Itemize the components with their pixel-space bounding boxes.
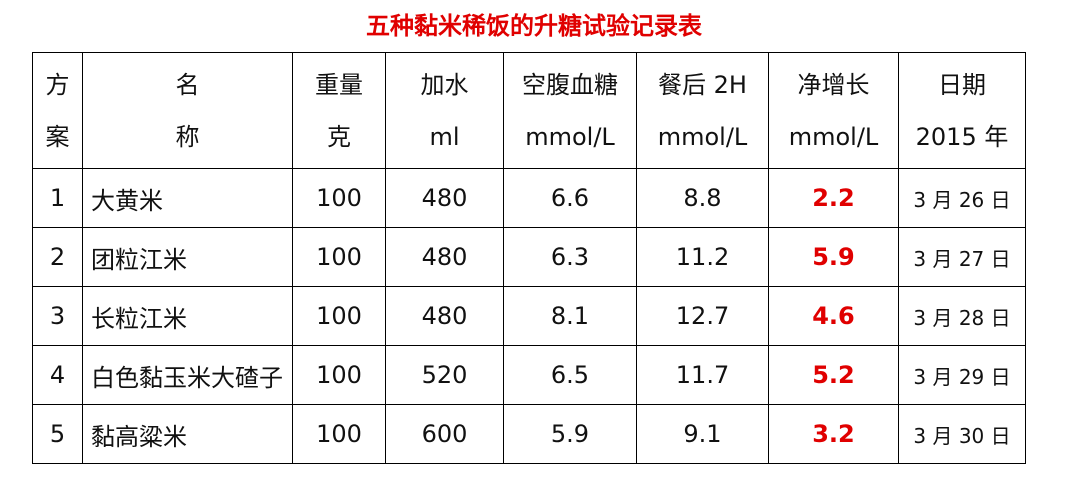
header-line: 净增长 — [797, 70, 870, 99]
cell: 3 — [32, 286, 83, 346]
header-line: mmol/L — [788, 122, 879, 151]
table-body: 1 大黄米 100 480 6.6 8.8 2.2 3 月 26 日 2 团粒江米 100 480 6.… — [32, 168, 1026, 464]
cell: 6.6 — [503, 168, 637, 228]
cell: 5.9 — [503, 404, 637, 464]
record-table: 方案名称重量克加水 ml 空腹血糖 mmol/L 餐后 2H mmol/L 净增长 mmol/… — [32, 52, 1026, 464]
header-line: 加水 — [420, 70, 469, 99]
cell: 白色黏玉米大碴子 — [82, 345, 293, 405]
title: 五种黏米稀饭的升糖试验记录表 — [366, 12, 702, 40]
cell: 100 — [292, 168, 386, 228]
cell: 480 — [385, 227, 504, 287]
cell: 3 月 30 日 — [898, 404, 1026, 464]
header-row: 方案名称重量克加水 ml 空腹血糖 mmol/L 餐后 2H mmol/L 净增长 mmol/… — [32, 52, 1026, 169]
cell: 3 月 29 日 — [898, 345, 1026, 405]
cell: 600 — [385, 404, 504, 464]
cell: 3.2 — [768, 404, 899, 464]
header-line: 日期 — [938, 70, 986, 99]
header-line: 重量 — [315, 70, 363, 99]
cell: 4.6 — [768, 286, 899, 346]
cell: 黏高粱米 — [82, 404, 293, 464]
cell: 3 月 26 日 — [898, 168, 1026, 228]
header-cell: 餐后 2H mmol/L — [636, 52, 769, 169]
cell: 5.2 — [768, 345, 899, 405]
data-row: 3 长粒江米 100 480 8.1 12.7 4.6 3 月 28 日 — [32, 286, 1026, 346]
header-line: mmol/L — [657, 122, 748, 151]
header-cell: 方案 — [32, 52, 83, 169]
header-line: 案 — [45, 122, 70, 151]
cell: 11.7 — [636, 345, 769, 405]
cell: 2.2 — [768, 168, 899, 228]
cell: 团粒江米 — [82, 227, 293, 287]
data-row: 2 团粒江米 100 480 6.3 11.2 5.9 3 月 27 日 — [32, 227, 1026, 287]
cell: 5.9 — [768, 227, 899, 287]
cell: 8.8 — [636, 168, 769, 228]
cell: 11.2 — [636, 227, 769, 287]
cell: 长粒江米 — [82, 286, 293, 346]
header-cell: 加水 ml — [385, 52, 504, 169]
data-row: 5 黏高粱米 100 600 5.9 9.1 3.2 3 月 30 日 — [32, 404, 1026, 464]
header-line: 餐后 2H — [658, 70, 747, 99]
data-row: 1 大黄米 100 480 6.6 8.8 2.2 3 月 26 日 — [32, 168, 1026, 228]
cell: 100 — [292, 404, 386, 464]
cell: 100 — [292, 345, 386, 405]
header-line: ml — [429, 122, 460, 151]
cell: 6.5 — [503, 345, 637, 405]
header-cell: 净增长 mmol/L — [768, 52, 899, 169]
table-header: 方案名称重量克加水 ml 空腹血糖 mmol/L 餐后 2H mmol/L 净增长 mmol/… — [32, 52, 1026, 169]
cell: 4 — [32, 345, 83, 405]
cell: 2 — [32, 227, 83, 287]
cell: 520 — [385, 345, 504, 405]
cell: 100 — [292, 227, 386, 287]
cell: 480 — [385, 168, 504, 228]
header-line: 空腹血糖 — [522, 70, 618, 99]
cell: 9.1 — [636, 404, 769, 464]
header-line: 称 — [175, 122, 200, 151]
header-line: 克 — [327, 122, 351, 151]
header-line: 2015 年 — [915, 122, 1009, 151]
cell: 8.1 — [503, 286, 637, 346]
header-cell: 重量克 — [292, 52, 386, 169]
header-line: mmol/L — [525, 122, 615, 151]
header-cell: 日期 2015 年 — [898, 52, 1026, 169]
data-row: 4 白色黏玉米大碴子 100 520 6.5 11.7 5.2 3 月 29 日 — [32, 345, 1026, 405]
cell: 1 — [32, 168, 83, 228]
header-line: 方 — [45, 70, 70, 99]
cell: 100 — [292, 286, 386, 346]
cell: 大黄米 — [82, 168, 293, 228]
header-cell: 名称 — [82, 52, 293, 169]
header-cell: 空腹血糖 mmol/L — [503, 52, 637, 169]
cell: 3 月 27 日 — [898, 227, 1026, 287]
cell: 6.3 — [503, 227, 637, 287]
cell: 3 月 28 日 — [898, 286, 1026, 346]
header-line: 名 — [175, 70, 200, 99]
cell: 12.7 — [636, 286, 769, 346]
cell: 480 — [385, 286, 504, 346]
cell: 5 — [32, 404, 83, 464]
